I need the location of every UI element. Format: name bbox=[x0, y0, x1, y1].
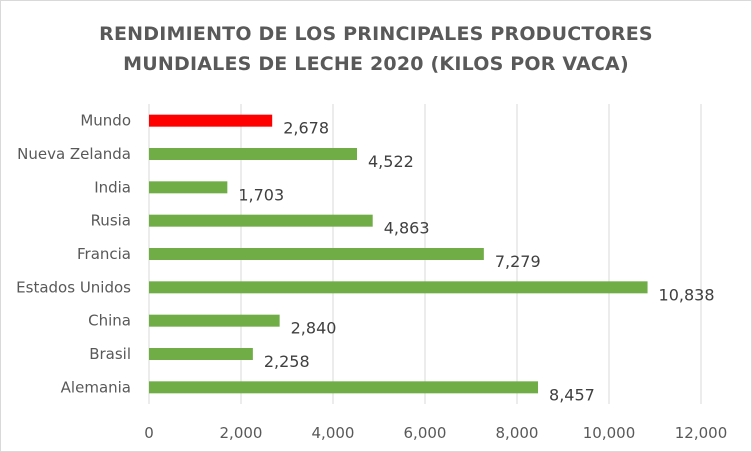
category-label: India bbox=[94, 178, 131, 196]
data-label: 7,279 bbox=[495, 252, 541, 271]
bar-estados-unidos bbox=[149, 281, 648, 294]
data-label: 10,838 bbox=[659, 285, 715, 304]
x-tick-label: 12,000 bbox=[675, 424, 728, 442]
data-label: 4,522 bbox=[368, 152, 414, 171]
category-label: Nueva Zelanda bbox=[17, 145, 131, 163]
chart-title-line-2: MUNDIALES DE LECHE 2020 (KILOS POR VACA) bbox=[123, 53, 629, 75]
category-label: Mundo bbox=[80, 112, 131, 130]
bar-nueva-zelanda bbox=[149, 148, 358, 160]
category-label: Rusia bbox=[91, 212, 131, 230]
data-label: 4,863 bbox=[384, 219, 430, 238]
bar-mundo bbox=[149, 114, 273, 127]
category-label: Alemania bbox=[61, 378, 131, 396]
bar-rusia bbox=[149, 214, 373, 227]
bar-brasil bbox=[149, 348, 253, 360]
data-label: 2,678 bbox=[283, 119, 329, 138]
data-label: 2,258 bbox=[264, 352, 310, 371]
x-tick-label: 2,000 bbox=[220, 424, 263, 442]
bar-china bbox=[149, 314, 280, 327]
category-label: China bbox=[88, 312, 131, 330]
category-label: Brasil bbox=[89, 345, 131, 363]
data-label: 8,457 bbox=[549, 385, 595, 404]
data-label: 1,703 bbox=[238, 185, 284, 204]
chart-title-line-1: RENDIMIENTO DE LOS PRINCIPALES PRODUCTOR… bbox=[99, 23, 653, 45]
x-tick-label: 0 bbox=[144, 424, 154, 442]
bar-alemania bbox=[149, 381, 539, 394]
category-label: Estados Unidos bbox=[16, 278, 131, 296]
bar-francia bbox=[149, 248, 484, 260]
x-tick-label: 6,000 bbox=[404, 424, 447, 442]
x-tick-label: 10,000 bbox=[583, 424, 636, 442]
bar-india bbox=[149, 181, 228, 194]
x-tick-label: 4,000 bbox=[312, 424, 355, 442]
x-tick-label: 8,000 bbox=[496, 424, 539, 442]
category-label: Francia bbox=[77, 245, 131, 263]
data-label: 2,840 bbox=[291, 319, 337, 338]
